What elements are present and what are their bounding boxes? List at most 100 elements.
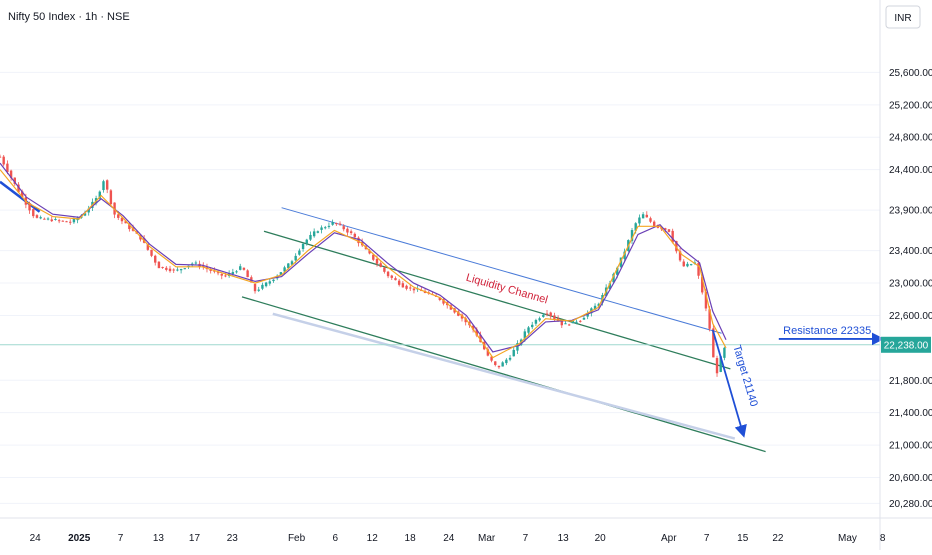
candle-body [279, 272, 283, 275]
candle-body [634, 223, 637, 231]
candle-body [582, 317, 586, 320]
candle [154, 254, 157, 266]
candle [386, 270, 390, 279]
candle-body [176, 269, 179, 271]
candle [549, 311, 552, 320]
candle [723, 346, 726, 361]
grid-layer [0, 71, 880, 504]
candle-body [231, 272, 235, 274]
candle [335, 222, 338, 226]
candle [342, 224, 345, 232]
candle-body [65, 221, 68, 223]
candle-body [349, 231, 353, 234]
target-label: Target 21140 [730, 344, 759, 408]
y-tick-label: 21,800.00 [889, 376, 932, 387]
candle [235, 269, 238, 274]
candle [586, 310, 589, 320]
candle [508, 354, 512, 362]
x-tick-label: Mar [478, 533, 496, 544]
resistance-label: Resistance 22335 [783, 325, 871, 337]
candle-body [715, 358, 719, 374]
candle [390, 274, 393, 281]
candle [564, 320, 567, 325]
x-tick-label: 13 [558, 533, 570, 544]
x-tick-label: 12 [367, 533, 379, 544]
candle [183, 267, 186, 270]
candle-body [512, 349, 515, 357]
candle-body [331, 222, 334, 225]
chart-title: Nifty 50 Index · 1h · NSE [8, 11, 130, 23]
candle-body [667, 229, 671, 232]
candle-body [682, 261, 685, 267]
candle [216, 269, 220, 276]
x-tick-label: 18 [405, 533, 417, 544]
candle [538, 316, 541, 322]
candle-body [172, 269, 175, 271]
candle [54, 217, 57, 221]
candle [0, 154, 2, 158]
candle-body [678, 251, 682, 261]
trendline-channel-shadow [272, 312, 736, 440]
candle-body [390, 275, 393, 278]
candle-body [545, 313, 549, 315]
x-tick-label: 2025 [68, 533, 91, 544]
candle [394, 276, 397, 281]
candle [98, 190, 101, 201]
candle-body [220, 273, 223, 276]
candle-body [645, 214, 648, 218]
candle-body [641, 214, 645, 219]
candle-body [98, 191, 101, 199]
candle-body [723, 347, 726, 358]
candle [327, 222, 331, 229]
candle [272, 279, 275, 283]
currency-label: INR [894, 13, 911, 24]
candle-body [383, 267, 386, 272]
annotation-layer: Liquidity Channel Target 21140 Resistance … [465, 272, 885, 438]
candle-body [290, 261, 294, 265]
candle-body [386, 271, 390, 277]
y-tick-label: 24,400.00 [889, 165, 932, 176]
candle-body [20, 191, 24, 198]
candle-body [17, 184, 20, 193]
candle [32, 207, 35, 219]
candle-body [120, 217, 124, 222]
candle [61, 220, 65, 222]
candle [290, 259, 294, 265]
candle-body [490, 356, 493, 361]
currency-box[interactable]: INR [885, 5, 921, 29]
x-tick-label: 13 [153, 533, 165, 544]
candle [575, 319, 578, 325]
candle-body [268, 281, 272, 284]
candle-body [457, 311, 460, 316]
candle-body [697, 262, 700, 276]
candle [353, 232, 357, 238]
candle [2, 155, 5, 167]
candle [579, 319, 582, 323]
candle [194, 260, 198, 265]
candle [109, 189, 113, 207]
candle [128, 221, 131, 232]
candle-body [612, 273, 615, 283]
x-tick-label: 22 [772, 533, 784, 544]
candle-body [523, 331, 527, 339]
candle-body [150, 249, 153, 256]
candle-body [475, 329, 478, 336]
candle-body [616, 267, 619, 275]
candle-body [54, 218, 57, 220]
last-price-tag: 22,238.00 [881, 336, 931, 353]
candle-body [327, 225, 331, 227]
trendline-channel-mid [263, 230, 731, 370]
candle-body [527, 327, 530, 333]
candle-body [124, 221, 127, 224]
candle [712, 324, 715, 358]
candle-body [216, 272, 220, 274]
candle [397, 278, 401, 287]
candle-body [501, 362, 504, 367]
candle [309, 231, 312, 242]
last-price-tag-bg [881, 336, 931, 353]
candle-body [630, 230, 634, 241]
candle-body [39, 217, 42, 219]
candle-body [335, 223, 338, 225]
